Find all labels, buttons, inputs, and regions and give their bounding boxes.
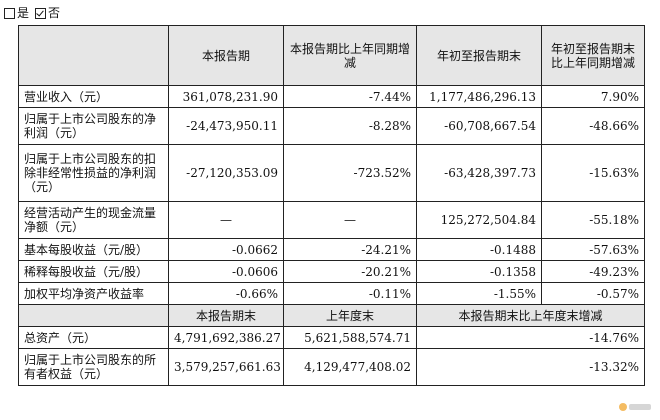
cell-value: -20.21% <box>283 260 417 283</box>
table-row: 经营活动产生的现金流量净额（元） — — 125,272,504.84 -55.… <box>18 201 645 239</box>
cell-value: 1,177,486,296.13 <box>416 85 542 108</box>
row-label: 稀释每股收益（元/股） <box>18 260 169 283</box>
row-label: 总资产（元） <box>18 326 169 349</box>
header-cell: 本报告期末 <box>168 304 284 327</box>
row-label: 加权平均净资产收益率 <box>18 282 169 305</box>
header-cell: 本报告期末比上年度末增减 <box>416 304 645 327</box>
checkbox-yes-label: 是 <box>17 6 30 20</box>
header-cell: 年初至报告期末比上年同期增减 <box>541 25 645 86</box>
table-row: 基本每股收益（元/股） -0.0662 -24.21% -0.1488 -57.… <box>18 238 645 261</box>
row-label: 归属于上市公司股东的净利润（元） <box>18 107 169 145</box>
row-label: 归属于上市公司股东的所有者权益（元） <box>18 348 169 386</box>
checkbox-yes[interactable]: 是 <box>4 6 29 20</box>
header-blank-cell <box>18 304 169 327</box>
cell-value: -0.66% <box>168 282 284 305</box>
table-row: 归属于上市公司股东的所有者权益（元） 3,579,257,661.63 4,12… <box>18 348 645 386</box>
cell-value: 5,621,588,574.71 <box>283 326 417 349</box>
cell-value: -13.32% <box>416 348 645 386</box>
financial-summary-table: 本报告期 本报告期比上年同期增减 年初至报告期末 年初至报告期末比上年同期增减 … <box>18 25 645 386</box>
cell-value: -0.1488 <box>416 238 542 261</box>
cell-value: -27,120,353.09 <box>168 144 284 202</box>
table-row: 稀释每股收益（元/股） -0.0606 -20.21% -0.1358 -49.… <box>18 260 645 283</box>
header-blank-cell <box>18 25 169 86</box>
cell-value: — <box>283 201 417 239</box>
header-row: 本报告期末 上年度末 本报告期末比上年度末增减 <box>18 304 645 327</box>
yes-no-selector: 是 否 <box>4 6 60 20</box>
table-row: 加权平均净资产收益率 -0.66% -0.11% -1.55% -0.57% <box>18 282 645 305</box>
cell-value: -15.63% <box>541 144 645 202</box>
table-row: 归属于上市公司股东的净利润（元） -24,473,950.11 -8.28% -… <box>18 107 645 145</box>
cell-value: -57.63% <box>541 238 645 261</box>
watermark-logo-icon <box>619 403 651 411</box>
cell-value: -24.21% <box>283 238 417 261</box>
cell-value: -0.57% <box>541 282 645 305</box>
cell-value: -24,473,950.11 <box>168 107 284 145</box>
cell-value: -0.0606 <box>168 260 284 283</box>
table-row: 归属于上市公司股东的扣除非经常性损益的净利润（元） -27,120,353.09… <box>18 144 645 202</box>
cell-value: -7.44% <box>283 85 417 108</box>
checkbox-no[interactable]: 否 <box>35 6 60 20</box>
cell-value: -48.66% <box>541 107 645 145</box>
cell-value: 4,129,477,408.02 <box>283 348 417 386</box>
cell-value: 125,272,504.84 <box>416 201 542 239</box>
table-row: 营业收入（元） 361,078,231.90 -7.44% 1,177,486,… <box>18 85 645 108</box>
cell-value: -723.52% <box>283 144 417 202</box>
cell-value: -0.11% <box>283 282 417 305</box>
table-row: 总资产（元） 4,791,692,386.27 5,621,588,574.71… <box>18 326 645 349</box>
header-cell: 本报告期 <box>168 25 284 86</box>
cell-value: -49.23% <box>541 260 645 283</box>
header-cell: 上年度末 <box>283 304 417 327</box>
cell-value: -8.28% <box>283 107 417 145</box>
cell-value: 3,579,257,661.63 <box>168 348 284 386</box>
header-row: 本报告期 本报告期比上年同期增减 年初至报告期末 年初至报告期末比上年同期增减 <box>18 25 645 86</box>
row-label: 营业收入（元） <box>18 85 169 108</box>
cell-value: 361,078,231.90 <box>168 85 284 108</box>
cell-value: -55.18% <box>541 201 645 239</box>
cell-value: -63,428,397.73 <box>416 144 542 202</box>
cell-value: -60,708,667.54 <box>416 107 542 145</box>
checkbox-no-label: 否 <box>48 6 61 20</box>
unchecked-box-icon <box>4 7 15 19</box>
checked-box-icon <box>35 7 47 19</box>
cell-value: -0.0662 <box>168 238 284 261</box>
row-label: 基本每股收益（元/股） <box>18 238 169 261</box>
cell-value: -1.55% <box>416 282 542 305</box>
header-cell: 本报告期比上年同期增减 <box>283 25 417 86</box>
cell-value: -14.76% <box>416 326 645 349</box>
cell-value: — <box>168 201 284 239</box>
row-label: 归属于上市公司股东的扣除非经常性损益的净利润（元） <box>18 144 169 202</box>
row-label: 经营活动产生的现金流量净额（元） <box>18 201 169 239</box>
header-cell: 年初至报告期末 <box>416 25 542 86</box>
cell-value: -0.1358 <box>416 260 542 283</box>
cell-value: 4,791,692,386.27 <box>168 326 284 349</box>
cell-value: 7.90% <box>541 85 645 108</box>
